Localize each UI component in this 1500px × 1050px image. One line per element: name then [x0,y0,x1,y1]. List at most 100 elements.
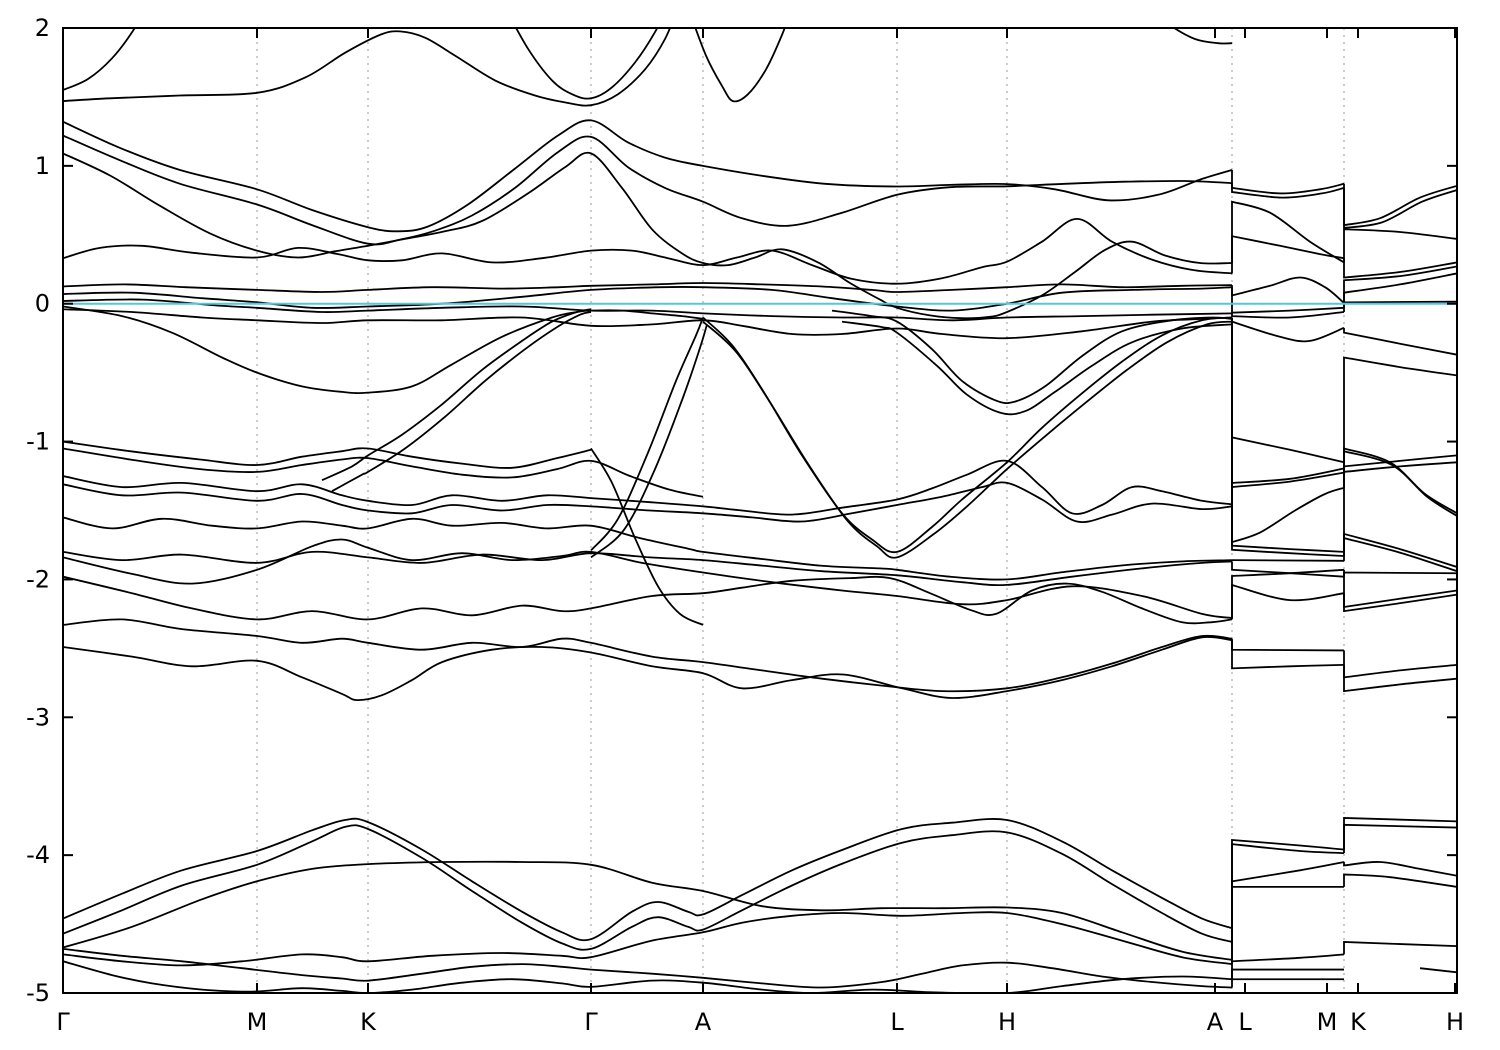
energy-band-panel-LM [1231,311,1345,319]
energy-band [63,282,1233,293]
energy-band [63,134,1233,246]
energy-band-panel-KH [1343,356,1457,463]
energy-band-panel-KH [1343,461,1457,552]
x-tick-label: A [695,1008,712,1036]
energy-band [63,618,1233,693]
energy-band-panel-KH [1343,450,1457,517]
energy-band-panel-LM [1231,235,1345,274]
y-tick-label: -3 [26,703,50,731]
energy-band [63,298,1233,322]
plot-border [62,27,1458,994]
energy-band-panel-KH [1343,327,1457,356]
energy-band [63,119,1233,233]
x-tick-label: Γ [56,1008,70,1036]
energy-band [63,636,1233,702]
energy-band-panel-LM [1231,321,1345,553]
energy-band-panel-KH [1343,265,1457,304]
energy-band [63,575,1233,625]
energy-band-panel-KH [1343,823,1457,854]
x-tick-label: K [360,1008,377,1036]
energy-band-panel-KH [1343,183,1457,227]
energy-band-panel-LM [1231,568,1345,619]
energy-band-panel-LM [1231,200,1345,264]
energy-band-panel-LM [1231,968,1344,988]
energy-band-panel-LM [1231,317,1345,343]
y-tick-label: 0 [35,290,50,318]
energy-band [321,308,592,481]
energy-band [63,516,1233,581]
energy-band [63,28,672,107]
energy-band [63,538,1233,619]
energy-band [702,320,1233,559]
energy-band-panel-LM [1231,276,1345,304]
energy-band-panel-LM [1231,839,1345,929]
energy-band-panel-KH [1343,873,1457,888]
energy-band [331,311,592,492]
energy-band [63,550,1233,587]
energy-band-panel-LM [1231,318,1345,464]
energy-band [63,860,1233,961]
energy-band-panel-LM [1231,885,1344,965]
energy-band-panel-LM [1231,183,1345,199]
y-tick-label: -4 [26,841,50,869]
energy-band-panel-LM [1231,323,1345,484]
energy-band-panel-KH [1343,272,1457,308]
energy-band-panel-KH [1343,228,1457,263]
energy-band [63,151,1233,320]
energy-band-panel-KH [1343,532,1457,568]
energy-band-panel-KH [1343,187,1457,229]
energy-band [590,317,704,552]
energy-band-panel-KH [1419,967,1457,974]
x-tick-label: H [998,1008,1016,1036]
energy-band [63,217,1233,285]
energy-band-panel-LM [1231,317,1345,544]
energy-band-panel-KH [1343,941,1457,955]
energy-band-panel-LM [1231,583,1345,620]
energy-band [63,817,1233,942]
energy-band-panel-KH [1343,258,1457,279]
energy-band-panel-KH [1343,664,1457,693]
energy-band-panel-KH [1343,861,1457,877]
x-tick-label: M [1317,1008,1338,1036]
energy-band-panel-KH [1343,300,1457,312]
x-tick-label: L [890,1008,904,1036]
y-tick-label: -1 [26,428,50,456]
energy-band-panel-KH [1343,593,1457,613]
energy-band-panel-LM [1231,287,1345,314]
energy-band-panel-KH [1343,569,1457,609]
energy-band [63,911,1233,967]
energy-band [515,28,659,100]
energy-band [63,285,1233,312]
energy-band [63,447,704,498]
energy-band [63,947,1233,989]
x-tick-label: H [1446,1008,1464,1036]
energy-band [63,459,1233,516]
energy-band-panel-LM [1231,471,1345,505]
x-tick-label: A [1207,1008,1224,1036]
energy-band-panel-LM [1231,861,1345,960]
energy-band [63,308,1233,340]
y-tick-label: 1 [35,152,50,180]
energy-band-panel-LM [1231,843,1345,942]
x-tick-label: Γ [584,1008,598,1036]
energy-band-panel-LM [1231,640,1345,670]
energy-band-panel-LM [1231,559,1345,562]
x-tick-label: L [1238,1008,1252,1036]
energy-band-panel-LM [1231,169,1345,195]
energy-band [841,320,1233,416]
energy-band [63,28,136,91]
energy-band-panel-KH [1343,536,1457,573]
energy-band [694,28,786,103]
x-tick-label: K [1350,1008,1367,1036]
energy-band-panel-LM [1231,953,1345,980]
energy-band [63,305,704,395]
energy-band-panel-KH [1343,650,1457,679]
bands-group [63,28,1457,993]
energy-band-panel-LM [1231,506,1345,557]
energy-band [1172,28,1233,45]
energy-band [831,309,1233,404]
y-tick-label: 2 [35,14,50,42]
